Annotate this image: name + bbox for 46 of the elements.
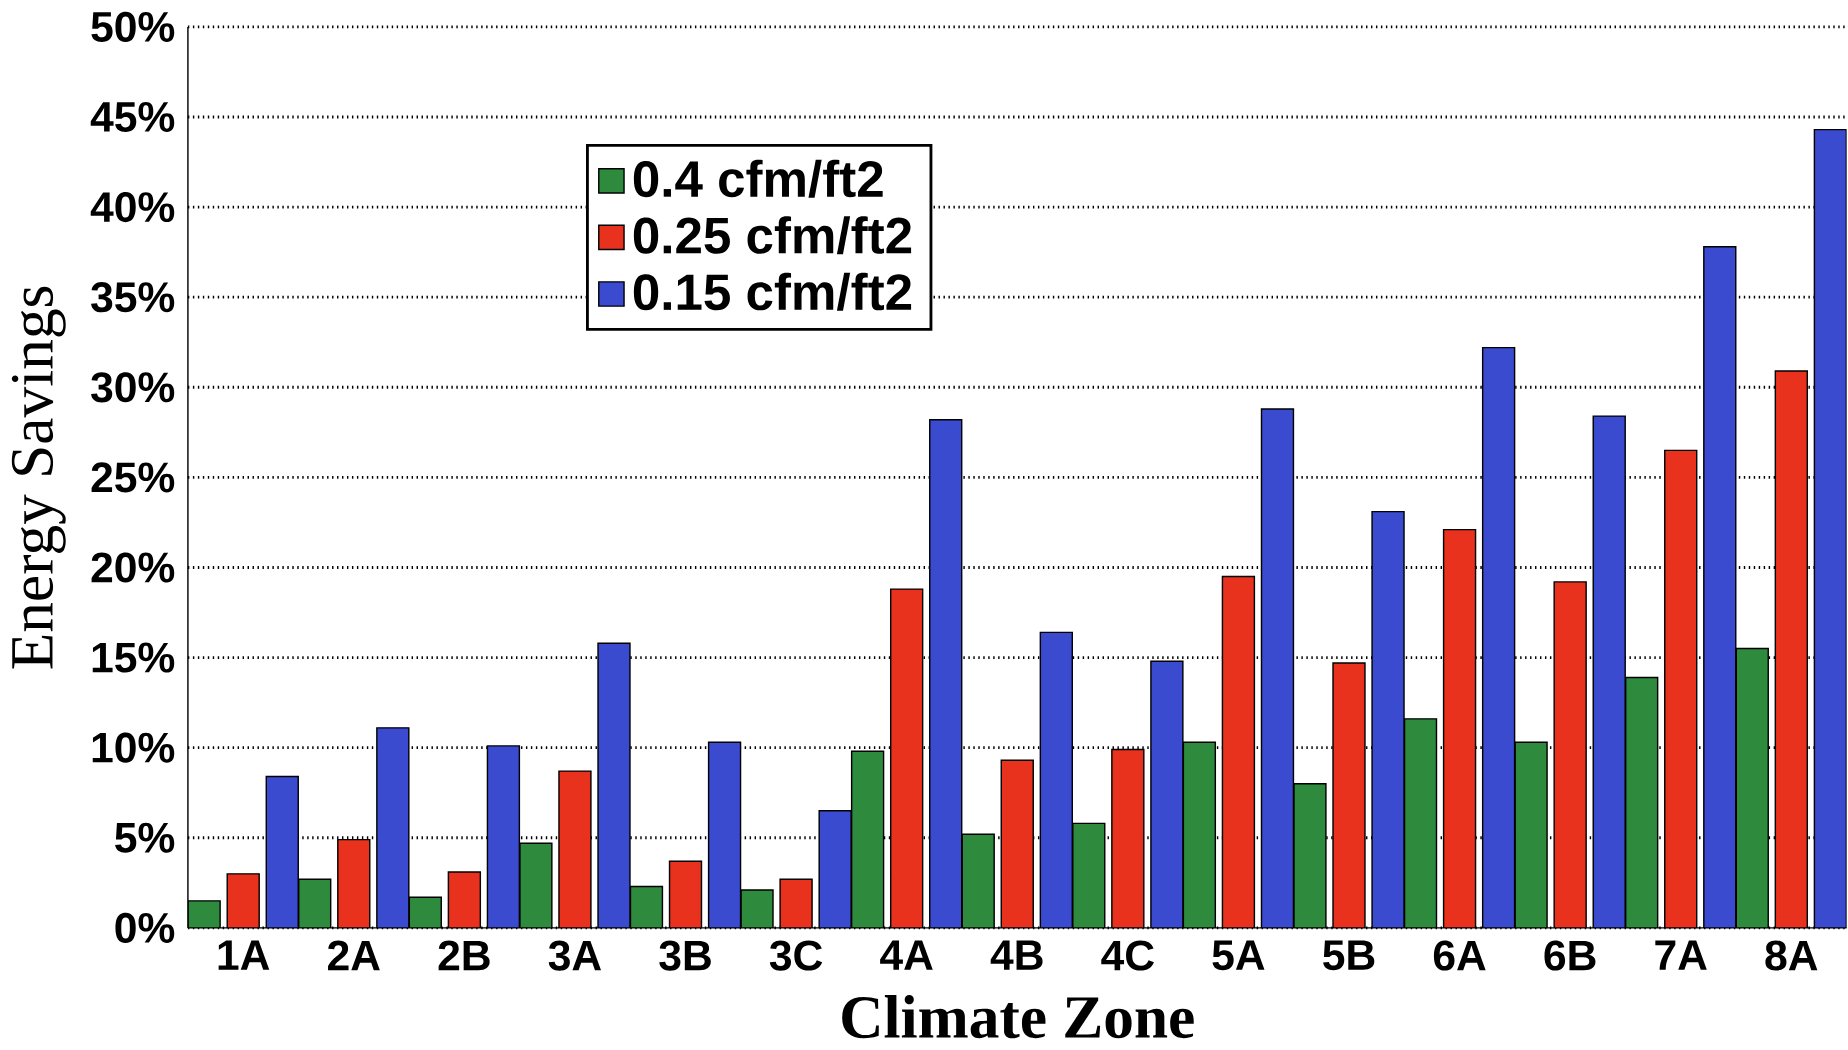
- bar: [1443, 529, 1476, 928]
- bar: [669, 861, 702, 928]
- bar: [780, 879, 813, 928]
- x-tick-label: 4C: [1101, 940, 1154, 971]
- y-tick-label: 45%: [90, 101, 175, 132]
- x-tick-label: 6A: [1433, 940, 1486, 971]
- y-tick-label: 50%: [91, 11, 175, 42]
- legend-label: 0.4 cfm/ft2: [633, 159, 883, 198]
- bar: [448, 872, 481, 928]
- x-tick-label: 4B: [990, 940, 1043, 970]
- bar: [1554, 581, 1587, 928]
- bar: [890, 589, 923, 928]
- x-tick-label: 2B: [438, 940, 490, 971]
- y-tick-label: 35%: [91, 282, 175, 313]
- x-tick-label: 5A: [1212, 940, 1265, 971]
- bar: [1222, 576, 1255, 928]
- x-tick-label: 4A: [880, 940, 933, 970]
- x-tick-label: 7A: [1655, 940, 1707, 970]
- bar: [227, 873, 260, 928]
- y-tick-label: 0%: [115, 912, 175, 943]
- y-tick-label: 40%: [90, 192, 175, 223]
- x-tick-label: 5B: [1323, 940, 1375, 971]
- y-tick-label: 5%: [115, 822, 175, 853]
- y-tick-label: 30%: [91, 372, 175, 403]
- x-tick-label: 6B: [1544, 940, 1596, 971]
- x-tick-label: 3A: [548, 940, 602, 971]
- bar: [337, 839, 370, 928]
- y-tick-label: 25%: [91, 462, 175, 493]
- bar: [1333, 662, 1365, 928]
- legend-label: 0.25 cfm/ft2: [633, 216, 912, 255]
- bar: [1111, 749, 1144, 928]
- x-tick-label: 8A: [1765, 940, 1818, 971]
- x-axis-title: Climate Zone: [842, 995, 1194, 1039]
- bar: [558, 771, 591, 928]
- y-tick-label: 20%: [91, 552, 175, 583]
- x-tick-label: 3B: [659, 940, 711, 971]
- legend-label: 0.15 cfm/ft2: [633, 272, 912, 311]
- bar: [1001, 760, 1034, 928]
- y-tick-label: 15%: [92, 642, 175, 673]
- y-tick-label: 10%: [92, 732, 175, 763]
- x-tick-label: 1A: [218, 940, 270, 970]
- bar: [1774, 370, 1809, 928]
- bar: [1664, 450, 1697, 928]
- x-tick-label: 3C: [769, 940, 823, 971]
- y-axis-title: Energy Savings: [11, 286, 66, 669]
- x-tick-label: 2A: [328, 940, 380, 971]
